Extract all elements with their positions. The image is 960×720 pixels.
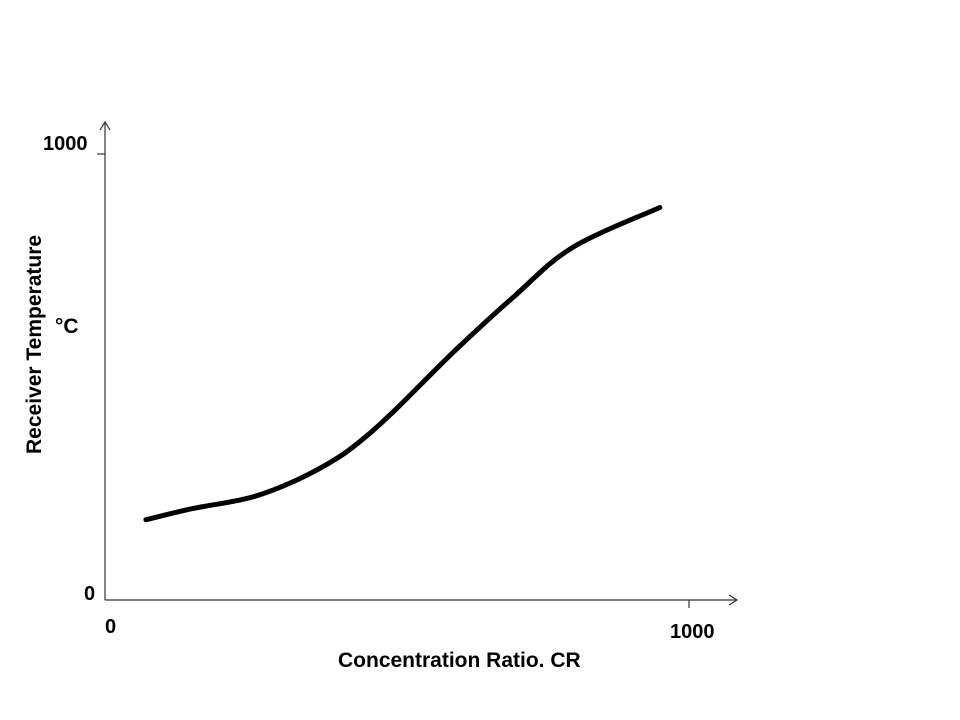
series-layer [143, 205, 663, 523]
y-tick-label-top: 1000 [43, 133, 88, 155]
x-axis-arrowhead [728, 594, 739, 606]
y-axis-arrowhead [99, 120, 111, 131]
y-tick-label-bottom: 0 [84, 583, 95, 605]
x-tick-label-left: 0 [105, 616, 116, 638]
x-axis-title: Concentration Ratio. CR [338, 649, 581, 672]
y-axis-title: Receiver Temperature [23, 235, 46, 454]
series-line-0 [143, 205, 663, 523]
x-tick-label-right: 1000 [670, 621, 715, 643]
y-axis-unit: °C [55, 315, 79, 338]
